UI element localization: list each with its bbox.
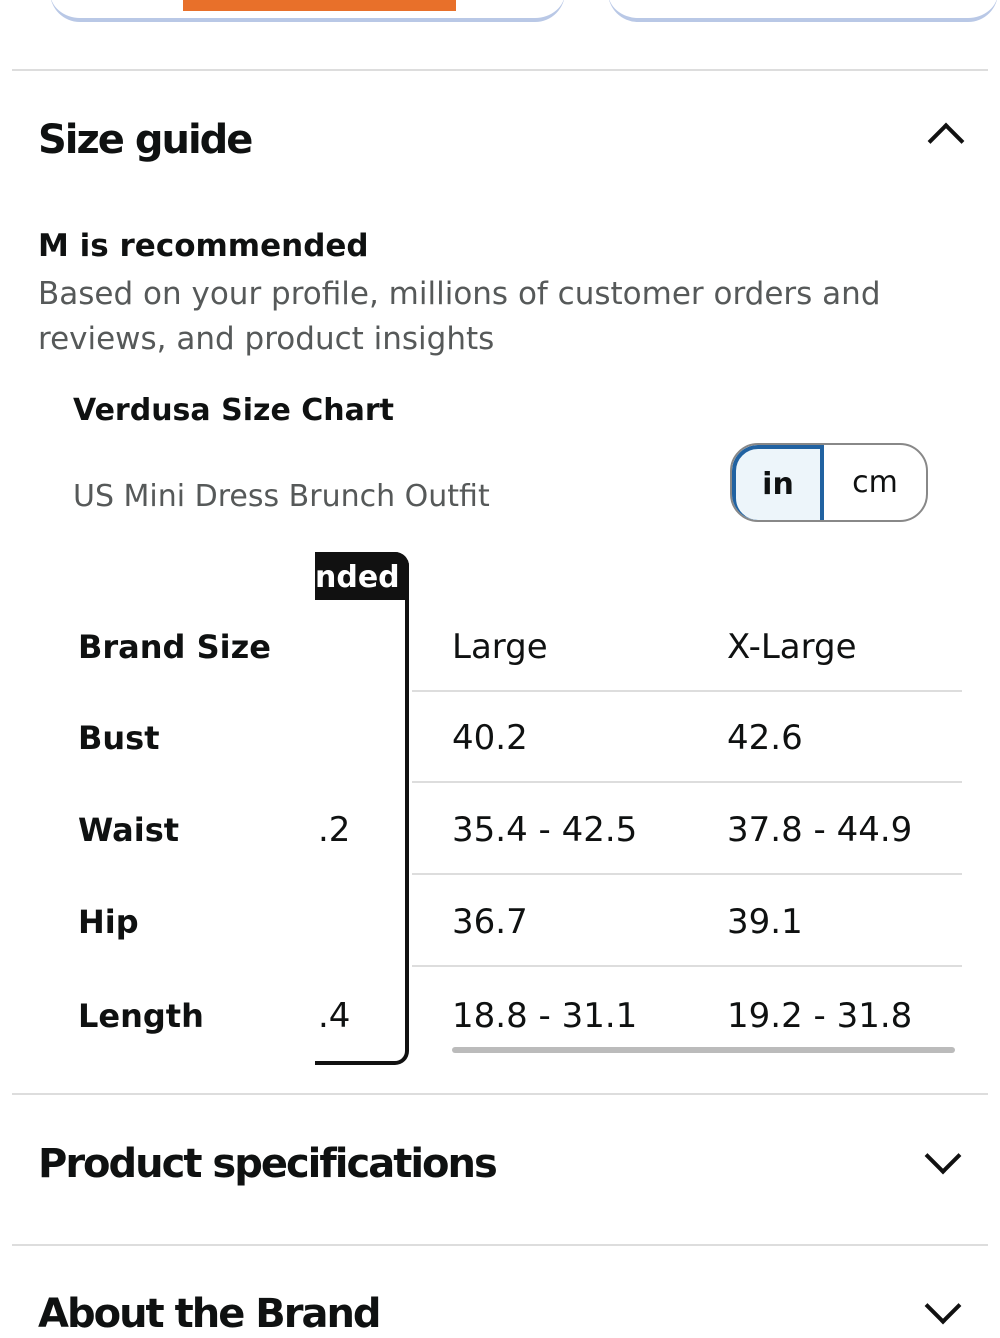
row-line bbox=[412, 690, 962, 692]
tab-left[interactable] bbox=[50, 0, 565, 22]
expand-icon[interactable] bbox=[924, 1287, 962, 1325]
divider bbox=[12, 1093, 988, 1095]
section-title[interactable]: Size guide bbox=[38, 117, 253, 163]
table-cell: 39.1 bbox=[727, 902, 803, 942]
column-header: X-Large bbox=[727, 627, 857, 667]
recommended-tab: nded bbox=[315, 552, 409, 600]
chart-title: Verdusa Size Chart bbox=[73, 393, 394, 428]
description: Based on your profile, millions of custo… bbox=[38, 276, 881, 357]
recommended-column bbox=[315, 552, 409, 1065]
table-cell: 37.8 - 44.9 bbox=[727, 810, 913, 850]
active-indicator bbox=[183, 0, 456, 11]
table-cell: 19.2 - 31.8 bbox=[727, 996, 913, 1036]
row-label: Bust bbox=[78, 719, 160, 757]
scrollbar[interactable] bbox=[452, 1047, 955, 1053]
row-line bbox=[412, 873, 962, 875]
tab-right[interactable] bbox=[608, 0, 998, 22]
column-header: Large bbox=[452, 627, 548, 667]
recommended-cell: .2 bbox=[318, 810, 351, 850]
unit-in[interactable]: in bbox=[732, 445, 824, 520]
divider bbox=[12, 69, 988, 71]
row-line bbox=[412, 781, 962, 783]
row-label: Length bbox=[78, 997, 204, 1035]
expand-icon[interactable] bbox=[924, 1137, 962, 1175]
divider bbox=[12, 1244, 988, 1246]
table-cell: 18.8 - 31.1 bbox=[452, 996, 638, 1036]
row-header: Brand Size bbox=[78, 628, 271, 666]
table-cell: 36.7 bbox=[452, 902, 528, 942]
table-cell: 40.2 bbox=[452, 718, 528, 758]
row-label: Waist bbox=[78, 811, 180, 849]
chart-subtitle: US Mini Dress Brunch Outfit bbox=[73, 479, 490, 514]
collapse-icon[interactable] bbox=[927, 122, 965, 160]
unit-toggle: in cm bbox=[730, 443, 928, 522]
section-title[interactable]: Product specifications bbox=[38, 1141, 498, 1187]
unit-cm[interactable]: cm bbox=[852, 465, 898, 500]
row-line bbox=[412, 965, 962, 967]
table-cell: 42.6 bbox=[727, 718, 803, 758]
recommendation: M is recommended bbox=[38, 228, 369, 264]
recommended-cell: .4 bbox=[318, 996, 351, 1036]
table-cell: 35.4 - 42.5 bbox=[452, 810, 638, 850]
section-title[interactable]: About the Brand bbox=[38, 1291, 382, 1337]
row-label: Hip bbox=[78, 903, 139, 941]
